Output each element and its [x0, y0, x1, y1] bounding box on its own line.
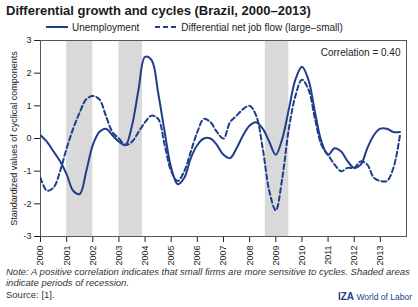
html-text:Source: [1].: Source: [1]. [6, 289, 55, 300]
svg-text:Standardized values of cyclica: Standardized values of cyclical componen… [9, 51, 19, 226]
svg-text:Correlation = 0.40: Correlation = 0.40 [321, 47, 401, 58]
html-text:Note: A positive correlation i: Note: A positive correlation indicates t… [6, 266, 410, 288]
svg-text:-1: -1 [23, 166, 31, 176]
html-text:Differential growth and cycles: Differential growth and cycles (Brazil, … [6, 3, 311, 18]
svg-text:2003: 2003 [114, 246, 124, 266]
svg-text:3: 3 [26, 35, 31, 45]
svg-text:2009: 2009 [271, 246, 281, 266]
svg-text:2002: 2002 [88, 246, 98, 266]
svg-text:2011: 2011 [323, 246, 333, 265]
svg-text:2001: 2001 [62, 246, 72, 266]
svg-text:2005: 2005 [166, 246, 176, 266]
svg-text:2012: 2012 [349, 246, 359, 266]
svg-text:2008: 2008 [245, 246, 255, 266]
svg-text:2: 2 [26, 68, 31, 78]
html-text:Differential net job flow (lar: Differential net job flow (large–small) [181, 21, 343, 33]
svg-text:1: 1 [26, 101, 31, 111]
html-text:Unemployment: Unemployment [72, 21, 140, 33]
svg-text:2007: 2007 [218, 246, 228, 266]
svg-text:2004: 2004 [140, 246, 150, 266]
svg-text:0: 0 [26, 133, 31, 143]
svg-text:2006: 2006 [192, 246, 202, 266]
svg-text:2010: 2010 [297, 246, 307, 266]
svg-text:-3: -3 [23, 231, 31, 241]
svg-text:2000: 2000 [35, 246, 45, 266]
svg-text:2013: 2013 [375, 246, 385, 266]
svg-text:-2: -2 [23, 199, 31, 209]
html-text:IZA World of Labor: IZA World of Labor [337, 291, 412, 302]
